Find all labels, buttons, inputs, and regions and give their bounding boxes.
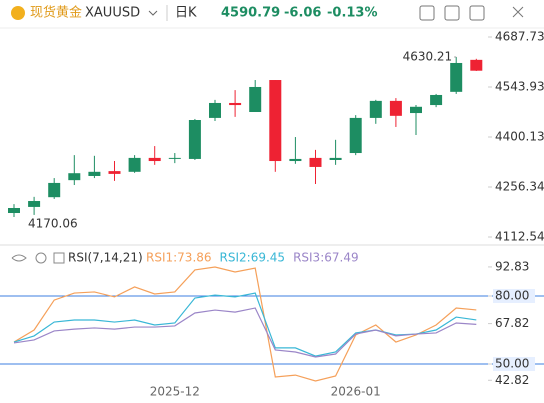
- low-label: 4170.06: [28, 216, 78, 230]
- candle-body: [229, 102, 242, 106]
- candle-body: [148, 157, 161, 162]
- grid-icon[interactable]: [53, 252, 65, 264]
- legend-entry: RSI1:73.86: [146, 251, 212, 265]
- x-tick-label: 2025-12: [150, 385, 200, 399]
- candle-body: [470, 59, 483, 71]
- candle-body: [410, 106, 422, 114]
- toolbar-icons: [419, 5, 524, 21]
- legend-entry: RSI3:67.49: [293, 251, 359, 265]
- y-tick-label: 4543.93: [495, 79, 544, 93]
- price: 4590.79: [221, 6, 280, 21]
- candle-body: [88, 171, 101, 176]
- legend-entry: RSI2:69.45: [220, 251, 286, 265]
- rsi-title: RSI(7,14,21): [68, 251, 143, 265]
- candle-body: [209, 102, 221, 118]
- tools-icon[interactable]: [469, 5, 485, 21]
- toolbar: [0, 0, 544, 28]
- dropdown-arrow[interactable]: [148, 10, 158, 16]
- candle-body: [309, 157, 322, 167]
- candle-body: [168, 157, 181, 159]
- high-label: 4630.21: [403, 49, 453, 63]
- candle-body: [430, 94, 443, 106]
- y-tick-label: 42.82: [495, 373, 529, 387]
- close-icon[interactable]: [512, 6, 524, 18]
- draw-icon[interactable]: [419, 5, 435, 21]
- change-pct: -0.13%: [327, 6, 378, 21]
- candle-body: [369, 100, 382, 118]
- rsi-line: [13, 307, 477, 358]
- candle-body: [269, 80, 282, 162]
- instrument-name[interactable]: 现货黄金: [30, 5, 82, 21]
- y-tick-label: 4112.54: [495, 229, 544, 243]
- y-tick-label: 4400.13: [495, 129, 544, 143]
- candle-body: [128, 157, 141, 172]
- indicator-icon[interactable]: [444, 5, 460, 21]
- symbol[interactable]: XAUUSD: [85, 6, 140, 21]
- candle-body: [188, 120, 201, 159]
- candle-body: [8, 208, 20, 214]
- settings-icon[interactable]: [35, 252, 47, 264]
- change: -6.06: [284, 6, 321, 21]
- gold-icon: [11, 6, 25, 20]
- candle-body: [68, 173, 81, 181]
- candle-body: [289, 158, 302, 162]
- candle-body: [329, 157, 342, 160]
- candle-body: [108, 171, 121, 174]
- period[interactable]: 日K: [175, 6, 197, 21]
- rsi-line: [13, 266, 477, 382]
- y-tick-label: 50.00: [495, 357, 529, 371]
- y-tick-label: 4687.73: [495, 29, 544, 43]
- y-tick-label: 80.00: [495, 289, 529, 303]
- candle-body: [249, 86, 262, 113]
- rsi-icons: [11, 252, 65, 264]
- tick-highlight: [493, 357, 535, 371]
- candle-body: [389, 100, 402, 116]
- y-tick-label: 67.82: [495, 316, 529, 330]
- y-tick-label: 92.83: [495, 259, 529, 273]
- tick-highlight: [493, 289, 535, 303]
- rsi-line: [13, 292, 477, 357]
- y-tick-label: 4256.34: [495, 179, 544, 193]
- candle-body: [450, 62, 463, 92]
- candle-body: [349, 117, 362, 154]
- candle-body: [28, 201, 41, 207]
- candle-body: [48, 182, 61, 198]
- eye-icon[interactable]: [11, 254, 27, 262]
- x-tick-label: 2026-01: [331, 385, 381, 399]
